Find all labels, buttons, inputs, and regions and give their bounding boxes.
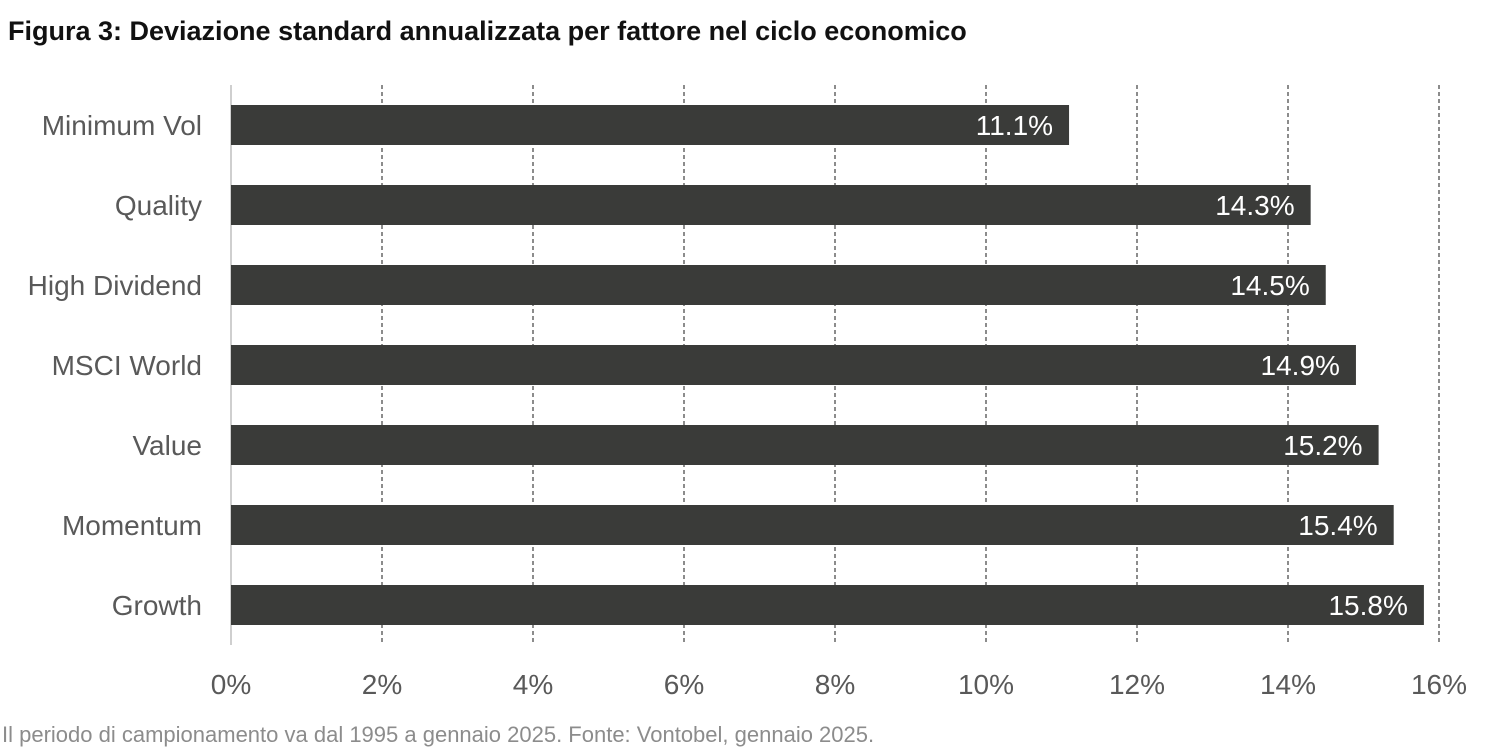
source-footnote: Il periodo di campionamento va dal 1995 … bbox=[2, 722, 875, 747]
bar-momentum bbox=[231, 505, 1394, 545]
x-tick-labels: 0% 2% 4% 6% 8% 10% 12% 14% 16% bbox=[211, 669, 1467, 700]
chart-title: Figura 3: Deviazione standard annualizza… bbox=[8, 16, 967, 46]
x-tick-label-10pct: 10% bbox=[958, 669, 1014, 700]
bar-value-label-quality: 14.3% bbox=[1215, 190, 1294, 221]
category-labels: Minimum Vol Quality High Dividend MSCI Worl… bbox=[28, 110, 202, 621]
bar-value-label-growth: 15.8% bbox=[1328, 590, 1407, 621]
x-tick-label-8pct: 8% bbox=[815, 669, 855, 700]
x-tick-label-0pct: 0% bbox=[211, 669, 251, 700]
bar-value-label-high-dividend: 14.5% bbox=[1230, 270, 1309, 301]
bar-value-label-momentum: 15.4% bbox=[1298, 510, 1377, 541]
category-label-value: Value bbox=[132, 430, 202, 461]
bar-quality bbox=[231, 185, 1311, 225]
bar-value bbox=[231, 425, 1379, 465]
x-tick-label-16pct: 16% bbox=[1411, 669, 1467, 700]
bar-msci-world bbox=[231, 345, 1356, 385]
bar-growth bbox=[231, 585, 1424, 625]
category-label-growth: Growth bbox=[112, 590, 202, 621]
bar-value-label-value: 15.2% bbox=[1283, 430, 1362, 461]
category-label-minimum-vol: Minimum Vol bbox=[42, 110, 202, 141]
x-tick-label-4pct: 4% bbox=[513, 669, 553, 700]
bars: 11.1% 14.3% 14.5% 14.9% 15.2% 15.4% 15.8% bbox=[231, 105, 1424, 625]
x-tick-label-12pct: 12% bbox=[1109, 669, 1165, 700]
category-label-momentum: Momentum bbox=[62, 510, 202, 541]
bar-minimum-vol bbox=[231, 105, 1070, 145]
category-label-high-dividend: High Dividend bbox=[28, 270, 202, 301]
x-tick-label-2pct: 2% bbox=[362, 669, 402, 700]
x-tick-label-6pct: 6% bbox=[664, 669, 704, 700]
category-label-quality: Quality bbox=[115, 190, 202, 221]
category-label-msci-world: MSCI World bbox=[52, 350, 202, 381]
bar-value-label-minimum-vol: 11.1% bbox=[976, 110, 1053, 141]
bar-high-dividend bbox=[231, 265, 1326, 305]
x-tick-label-14pct: 14% bbox=[1260, 669, 1316, 700]
bar-value-label-msci-world: 14.9% bbox=[1261, 350, 1340, 381]
